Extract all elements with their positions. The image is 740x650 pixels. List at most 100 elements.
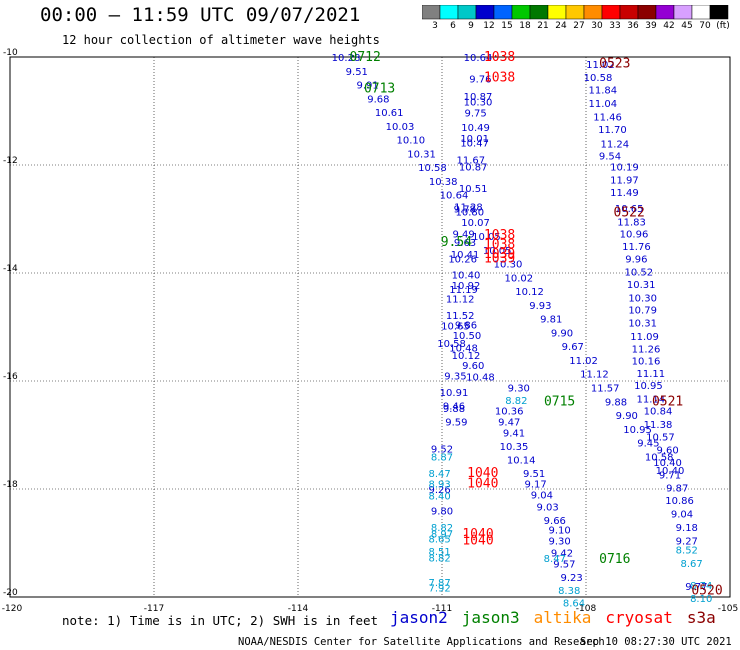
colorbar-label: 3 [432,21,438,31]
colorbar-label: 45 [681,21,693,31]
colorbar-label: 36 [627,21,639,31]
wave-height-value: 7.87 [428,578,450,589]
x-tick-label: -114 [288,604,309,614]
wave-height-value: 11.09 [630,332,659,343]
pass-time-label: 0712 [350,50,381,65]
colorbar-label: 33 [609,21,621,31]
map-frame [9,56,731,598]
wave-height-value: 10.95 [623,425,652,436]
wave-height-value: 11.12 [580,370,609,381]
x-tick-label: -120 [2,604,23,614]
pass-time-label: 1040 [467,466,498,481]
legend-jason2: jason2 [390,608,448,627]
pass-time-label: 1040 [467,477,498,492]
wave-height-value: 10.95 [634,381,663,392]
wave-height-value: 9.88 [443,404,465,415]
wave-height-value: 11.46 [593,112,622,123]
wave-height-value: 8.82 [505,396,527,407]
wave-height-value: 9.17 [524,480,546,491]
pass-time-label: 1039 [484,251,515,266]
wave-height-value: 10.16 [632,356,661,367]
wave-height-value: 10.19 [610,163,639,174]
wave-height-value: 9.60 [656,446,678,457]
wave-height-value: 9.81 [540,315,562,326]
pass-time-label: 0522 [614,206,645,221]
wave-height-value: 9.96 [625,254,647,265]
wave-height-value: 9.90 [616,411,638,422]
wave-height-value: 9.87 [666,483,688,494]
y-tick-label: -20 [3,588,18,598]
wave-height-value: 9.10 [548,526,570,537]
pass-time-label: 1040 [462,527,493,542]
page-subtitle: 12 hour collection of altimeter wave hei… [62,33,380,47]
colorbar-labels: 3 6 9 12 15 18 21 24 27 30 33 36 39 42 45 70 (ft) [422,21,732,35]
pass-time-label: 1040 [462,533,493,548]
wave-height-value: 10.91 [440,388,469,399]
wave-height-value: 8.52 [676,545,698,556]
colorbar-label: 15 [501,21,513,31]
colorbar-label: 70 [699,21,711,31]
y-tick-label: -12 [3,156,18,166]
wave-height-value: 11.57 [591,383,620,394]
wave-height-value: 10.80 [456,207,485,218]
wave-height-value: 11.70 [598,125,627,136]
wave-height-value: 9.80 [431,507,453,518]
pass-time-label: 1038 [484,228,515,243]
wave-height-value: 8.74 [690,581,712,592]
wave-height-value: 10.58 [418,163,447,174]
x-tick-label: -117 [144,604,164,614]
wave-height-value: 10.49 [461,123,490,134]
wave-height-value: 11.04 [588,99,617,110]
wave-height-value: 9.47 [498,418,520,429]
wave-height-value: 9.30 [508,383,530,394]
wave-height-value: 8.65 [428,535,450,546]
legend-cryosat: cryosat [605,608,673,627]
wave-height-value: 9.54 [599,151,621,162]
wave-height-value: 10.12 [515,287,544,298]
wave-height-value: 11.02 [569,356,598,367]
wave-height-value: 10.41 [451,250,480,261]
wave-height-value: 9.91 [356,81,378,92]
footer-timestamp: Sep 10 08:27:30 UTC 2021 [580,636,732,648]
wave-height-value: 10.26 [448,254,477,265]
wave-height-value: 10.86 [665,496,694,507]
wave-height-value: 11.76 [622,242,651,253]
wave-height-value: 9.41 [503,428,525,439]
wave-height-value: 10.01 [460,134,489,145]
wave-height-value: 8.82 [431,523,453,534]
wave-height-value: 9.60 [462,361,484,372]
wave-height-value: 11.49 [610,188,639,199]
wave-height-value: 9.59 [445,418,467,429]
wave-height-value: 10.40 [656,466,685,477]
wave-height-value: 11.67 [456,156,485,167]
wave-height-value: 10.30 [464,97,493,108]
wave-height-value: 10.48 [466,373,495,384]
wave-height-value: 9.63 [454,238,476,249]
pass-time-label: 0523 [599,56,630,71]
colorbar-label: (ft) [716,21,730,31]
wave-height-value: 9.35 [444,372,466,383]
pass-time-label: 1038 [484,71,515,86]
wave-height-value: 10.64 [464,53,493,64]
pass-time-label: 0715 [544,395,575,410]
pass-time-label: 0716 [599,552,630,567]
x-tick-label: -108 [576,604,597,614]
wave-height-value: 11.02 [586,60,615,71]
wave-height-value: 10.65 [441,321,470,332]
wave-height-value: 10.36 [495,407,524,418]
wave-height-value: 10.40 [452,271,481,282]
wave-height-value: 9.23 [560,573,582,584]
wave-height-value: 8.87 [431,453,453,464]
wave-height-value: 9.04 [531,490,553,501]
wave-height-value: 10.61 [375,108,404,119]
wave-height-value: 11.52 [446,311,475,322]
y-tick-label: -14 [3,264,18,274]
legend-s3a: s3a [686,608,716,627]
footer-credit: NOAA/NESDIS Center for Satellite Applica… [238,636,605,648]
wave-height-value: 8.38 [558,586,580,597]
wave-height-value: 10.31 [627,280,656,291]
legend-jason3: jason3 [461,608,520,627]
wave-height-value: 10.51 [459,184,488,195]
colorbar-label: 27 [573,21,585,31]
wave-height-value: 9.86 [455,320,477,331]
